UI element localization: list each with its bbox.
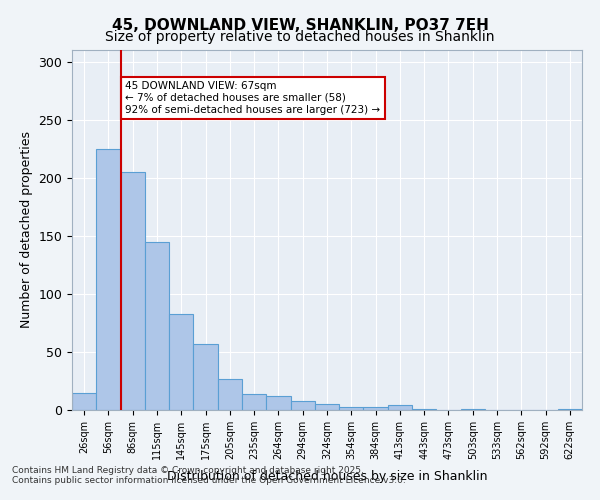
X-axis label: Distribution of detached houses by size in Shanklin: Distribution of detached houses by size … (167, 470, 487, 483)
Bar (339, 406, 364, 410)
Bar (169, 314, 193, 410)
Bar (290, 400, 315, 410)
Bar (96, 148, 121, 410)
Bar (412, 409, 436, 410)
Text: Contains HM Land Registry data © Crown copyright and database right 2025.
Contai: Contains HM Land Registry data © Crown c… (12, 466, 406, 485)
Bar (558, 409, 582, 410)
Y-axis label: Number of detached properties: Number of detached properties (20, 132, 33, 328)
Bar (121, 172, 145, 410)
Bar (266, 396, 290, 410)
Bar (145, 242, 169, 410)
Bar (364, 406, 388, 410)
Bar (72, 392, 96, 410)
Bar (242, 394, 266, 410)
Text: 45 DOWNLAND VIEW: 67sqm
← 7% of detached houses are smaller (58)
92% of semi-det: 45 DOWNLAND VIEW: 67sqm ← 7% of detached… (125, 82, 380, 114)
Text: 45, DOWNLAND VIEW, SHANKLIN, PO37 7EH: 45, DOWNLAND VIEW, SHANKLIN, PO37 7EH (112, 18, 488, 32)
Bar (461, 409, 485, 410)
Bar (218, 378, 242, 410)
Text: Size of property relative to detached houses in Shanklin: Size of property relative to detached ho… (105, 30, 495, 44)
Bar (193, 344, 218, 410)
Bar (315, 404, 339, 410)
Bar (388, 406, 412, 410)
